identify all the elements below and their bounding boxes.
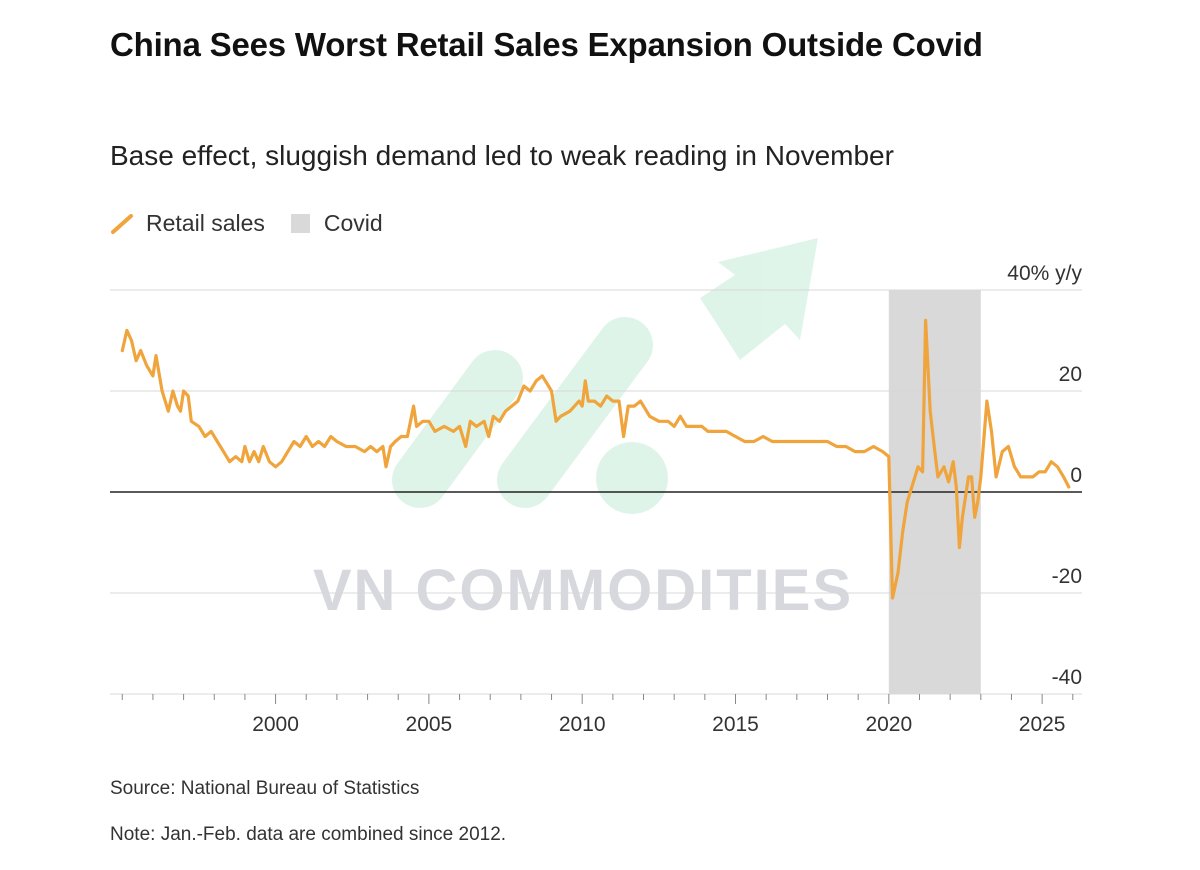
y-tick-label: 20 <box>1059 363 1082 386</box>
shaded-swatch-icon <box>290 213 310 233</box>
y-tick-label: -20 <box>1052 565 1082 588</box>
y-tick-label: 0 <box>1070 464 1082 487</box>
x-tick-label: 2010 <box>559 713 606 736</box>
legend: Retail sales Covid <box>110 208 409 238</box>
line-swatch-icon <box>111 214 133 234</box>
chart-title: China Sees Worst Retail Sales Expansion … <box>110 26 983 63</box>
source-note: Source: National Bureau of Statistics <box>110 778 420 799</box>
x-tick-label: 2025 <box>1019 713 1066 736</box>
y-tick-label: -40 <box>1052 666 1082 689</box>
watermark-text: VN COMMODITIES <box>313 558 853 623</box>
legend-item-retail-sales: Retail sales <box>110 210 265 237</box>
y-tick-label: 40% y/y <box>1007 262 1082 285</box>
watermark: VN COMMODITIES <box>313 238 853 623</box>
x-tick-label: 2005 <box>406 713 453 736</box>
legend-label-retail-sales: Retail sales <box>146 209 265 236</box>
legend-label-covid: Covid <box>323 209 383 236</box>
series-line-retail-sales <box>120 318 1071 600</box>
x-tick-label: 2020 <box>865 713 912 736</box>
x-tick-label: 2000 <box>252 713 299 736</box>
chart-subtitle: Base effect, sluggish demand led to weak… <box>110 140 894 171</box>
data-note: Note: Jan.-Feb. data are combined since … <box>110 824 507 845</box>
legend-item-covid: Covid <box>290 209 383 237</box>
x-tick-label: 2015 <box>712 713 759 736</box>
watermark-logo-icon <box>392 238 818 514</box>
